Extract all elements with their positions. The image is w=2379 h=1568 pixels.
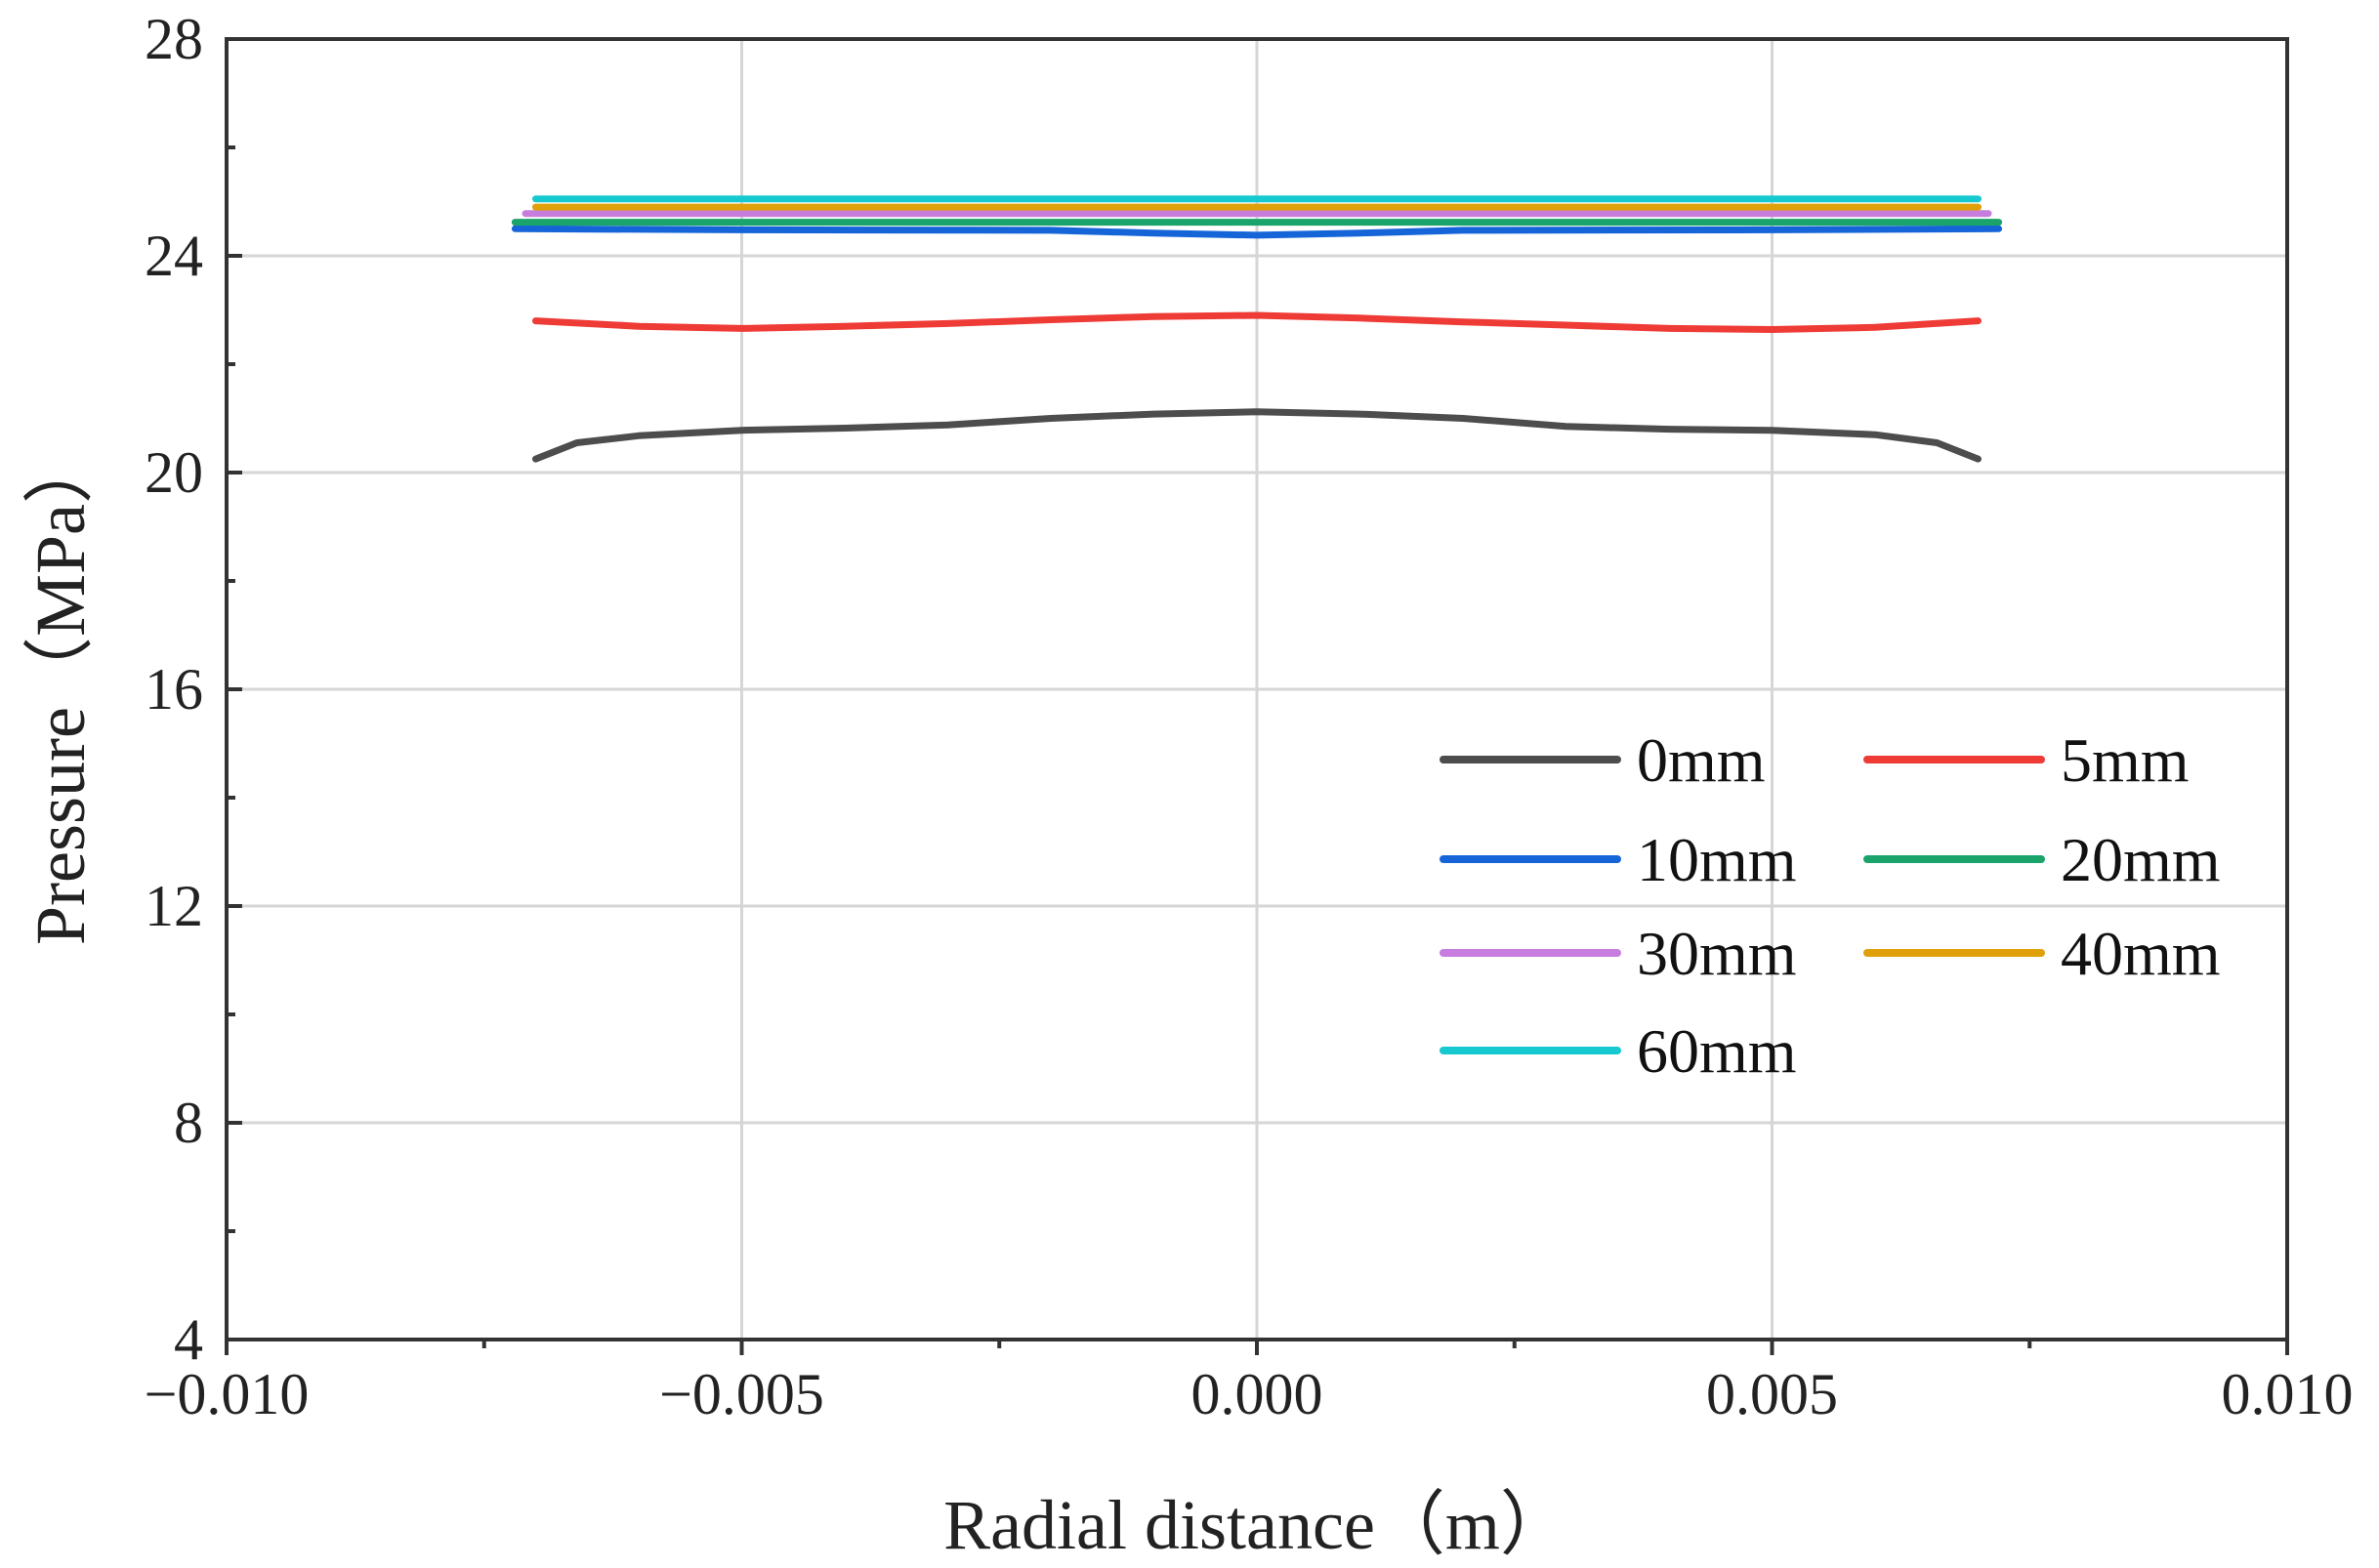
y-tick-label: 28 bbox=[145, 7, 203, 71]
series-line-10mm bbox=[511, 225, 2003, 239]
y-tick-label: 12 bbox=[145, 874, 203, 938]
x-axis-label: Radial distance（m） bbox=[943, 1486, 1570, 1564]
y-tick-label: 24 bbox=[145, 224, 203, 288]
y-tick-label: 4 bbox=[174, 1307, 203, 1372]
y-tick-label: 16 bbox=[145, 657, 203, 722]
legend-label-30mm: 30mm bbox=[1637, 919, 1797, 988]
legend-label-5mm: 5mm bbox=[2061, 725, 2190, 795]
grid-lines bbox=[227, 39, 2287, 1340]
x-tick-labels: −0.010 −0.005 0.000 0.005 0.010 bbox=[145, 1362, 2354, 1426]
axis-ticks bbox=[225, 37, 2289, 1355]
series-line-0mm bbox=[532, 408, 1982, 463]
legend-label-0mm: 0mm bbox=[1637, 725, 1766, 795]
legend: 0mm 5mm 10mm 20mm 30mm 40mm 60mm bbox=[1440, 725, 2221, 1086]
series-line-5mm bbox=[532, 311, 1982, 333]
x-tick-label: 0.010 bbox=[2222, 1362, 2354, 1426]
x-tick-label: 0.005 bbox=[1706, 1362, 1838, 1426]
legend-label-10mm: 10mm bbox=[1637, 825, 1797, 894]
x-tick-label: −0.005 bbox=[659, 1362, 824, 1426]
legend-label-40mm: 40mm bbox=[2061, 919, 2221, 988]
legend-label-20mm: 20mm bbox=[2061, 825, 2221, 894]
x-tick-label: −0.010 bbox=[145, 1362, 310, 1426]
y-tick-label: 20 bbox=[145, 440, 203, 505]
y-tick-labels: 4 8 12 16 20 24 28 bbox=[145, 7, 203, 1372]
y-axis-label: Pressure（MPa） bbox=[21, 433, 100, 945]
plot-series bbox=[511, 195, 2003, 463]
y-tick-label: 8 bbox=[174, 1091, 203, 1155]
x-tick-label: 0.000 bbox=[1191, 1362, 1323, 1426]
legend-label-60mm: 60mm bbox=[1637, 1016, 1797, 1086]
